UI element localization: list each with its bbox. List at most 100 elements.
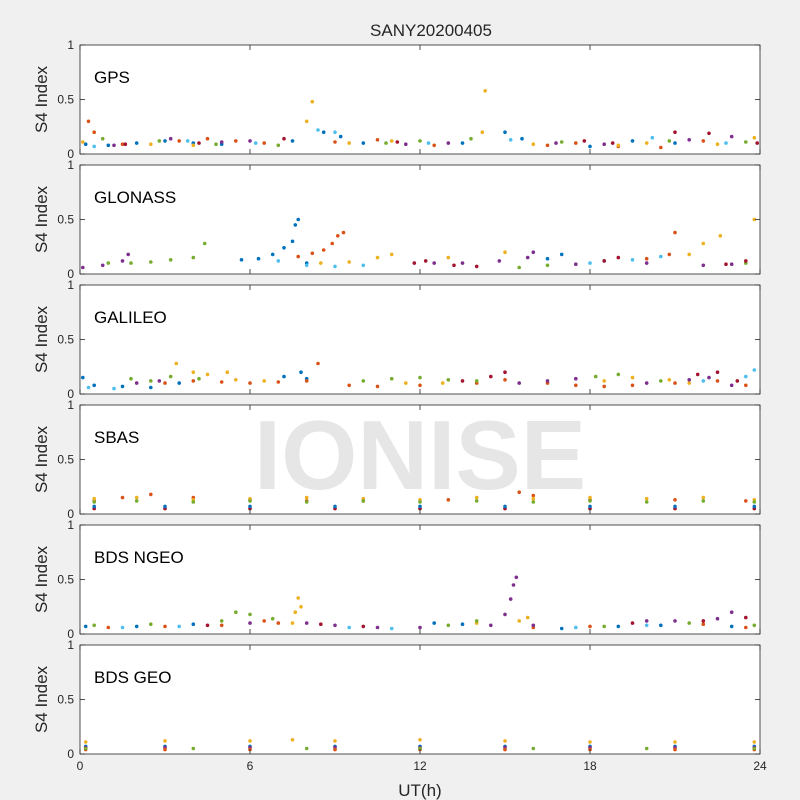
data-point — [602, 379, 606, 383]
data-point — [418, 500, 422, 504]
data-point — [219, 619, 224, 623]
data-point — [120, 384, 125, 389]
data-point — [361, 499, 366, 503]
data-point — [248, 499, 252, 503]
data-point — [432, 143, 437, 148]
data-point — [92, 496, 96, 501]
data-point — [701, 241, 706, 246]
subplot-1: 0 0.5 1 S4 Index GLONASS — [32, 158, 761, 281]
data-point — [219, 623, 224, 628]
data-point — [531, 142, 536, 146]
data-point — [667, 378, 672, 382]
data-point — [375, 384, 380, 389]
data-point — [574, 376, 578, 381]
data-point — [744, 499, 748, 503]
data-point — [531, 496, 536, 501]
data-point — [157, 139, 162, 143]
data-point — [659, 379, 663, 383]
data-point — [687, 378, 691, 382]
data-point — [423, 259, 428, 263]
constellation-label: GPS — [94, 68, 130, 87]
data-point — [667, 139, 672, 143]
data-point — [304, 263, 309, 268]
data-point — [276, 380, 281, 384]
data-point — [531, 500, 536, 504]
data-point — [270, 616, 275, 621]
data-point — [149, 142, 153, 146]
data-point — [687, 621, 691, 625]
data-point — [134, 624, 139, 629]
data-point — [83, 624, 88, 629]
constellation-label: BDS GEO — [94, 668, 171, 687]
subplot-5: 0 6 12 18 24 0 0.5 1 S4 Index BDS GEO — [32, 638, 767, 773]
data-point — [602, 624, 606, 629]
data-point — [602, 259, 606, 263]
data-point — [432, 621, 437, 625]
data-point — [695, 372, 700, 377]
data-point — [225, 370, 230, 375]
data-point — [191, 370, 196, 375]
data-point — [86, 119, 91, 124]
x-tick-label: 24 — [753, 759, 767, 773]
data-point — [321, 130, 326, 134]
data-point — [673, 498, 677, 502]
data-point — [630, 383, 635, 388]
data-point — [729, 383, 734, 388]
data-point — [452, 263, 456, 268]
data-point — [293, 223, 298, 227]
data-point — [508, 597, 513, 601]
data-point — [290, 621, 295, 625]
data-point — [304, 379, 309, 383]
data-point — [248, 504, 252, 509]
data-point — [256, 256, 261, 261]
data-point — [545, 256, 550, 261]
data-point — [531, 746, 536, 751]
data-point — [248, 139, 252, 143]
data-point — [248, 381, 252, 385]
data-point — [106, 261, 111, 265]
data-point — [163, 747, 167, 752]
y-axis-label: S4 Index — [32, 305, 51, 373]
data-point — [673, 230, 677, 235]
plot-area — [80, 165, 760, 274]
data-point — [296, 254, 301, 259]
data-point — [497, 259, 502, 263]
data-point — [517, 381, 521, 385]
x-tick-label: 0 — [77, 759, 84, 773]
data-point — [715, 142, 720, 146]
data-point — [729, 262, 734, 267]
data-point — [112, 143, 116, 148]
subplot-4: 0 0.5 1 S4 Index BDS NGEO — [32, 518, 761, 641]
plot-area — [80, 645, 760, 754]
data-point — [316, 128, 320, 132]
x-tick-label: 12 — [413, 759, 427, 773]
y-tick-label: 0.5 — [57, 93, 74, 107]
data-point — [508, 138, 513, 142]
data-point — [100, 136, 105, 141]
plot-area — [80, 525, 760, 634]
data-point — [531, 623, 536, 628]
data-point — [81, 140, 85, 144]
data-point — [319, 261, 323, 265]
data-point — [460, 622, 465, 626]
data-point — [446, 498, 451, 502]
data-point — [630, 258, 635, 262]
data-point — [460, 261, 465, 265]
data-point — [715, 379, 720, 383]
data-point — [83, 740, 88, 744]
data-point — [531, 250, 536, 254]
x-tick-label: 6 — [247, 759, 254, 773]
data-point — [290, 139, 295, 143]
data-point — [333, 739, 337, 743]
data-point — [276, 143, 281, 148]
data-point — [389, 252, 394, 257]
data-point — [149, 492, 153, 497]
data-point — [588, 499, 592, 503]
data-point — [503, 250, 507, 254]
data-point — [735, 379, 740, 383]
y-tick-label: 0.5 — [57, 573, 74, 587]
y-tick-label: 1 — [67, 398, 74, 412]
data-point — [214, 142, 218, 146]
y-axis-label: S4 Index — [32, 665, 51, 733]
data-point — [282, 246, 286, 250]
